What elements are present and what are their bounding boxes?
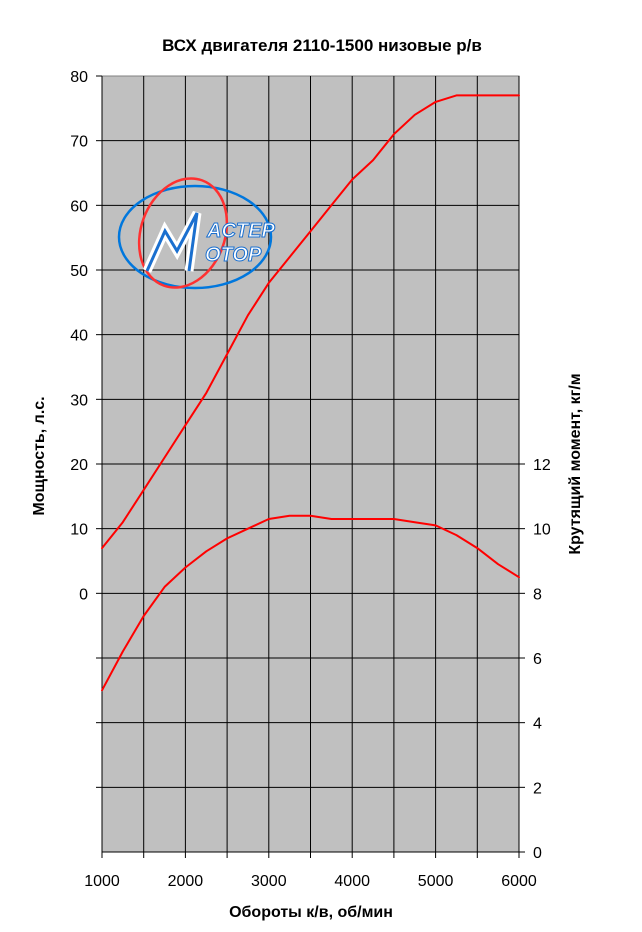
- tick-labels: 0 10 20 30 40 50 60 70 80 0 2 4 6 8 10 12 1000 2000 3000 40…: [70, 69, 551, 890]
- svg-text:OTOP: OTOP: [205, 244, 262, 266]
- x-tick-label: 6000: [501, 873, 537, 890]
- y-right-tick-label: 2: [533, 780, 542, 797]
- y-left-tick-label: 70: [70, 134, 88, 151]
- y-axis-right-title: Крутящий момент, кг/м: [567, 373, 584, 554]
- series-layer: [101, 94, 520, 692]
- x-axis-title: Обороты к/в, об/мин: [229, 904, 393, 921]
- y-left-tick-label: 10: [70, 522, 88, 539]
- y-right-tick-label: 10: [533, 522, 551, 539]
- master-motor-logo: ACTEP OTOP: [117, 177, 276, 290]
- svg-text:ACTEP: ACTEP: [206, 220, 275, 242]
- x-tick-label: 5000: [418, 873, 454, 890]
- x-tick-label: 2000: [168, 873, 204, 890]
- chart-title: ВСХ двигателя 2110-1500 низовые р/в: [162, 36, 482, 55]
- axes: [96, 75, 525, 858]
- y-left-tick-label: 40: [70, 328, 88, 345]
- y-left-tick-label: 80: [70, 69, 88, 86]
- x-tick-label: 4000: [334, 873, 370, 890]
- y-left-tick-label: 20: [70, 457, 88, 474]
- grid-lines: [102, 76, 519, 852]
- x-tick-label: 1000: [84, 873, 120, 890]
- y-axis-left-title: Мощность, л.с.: [31, 396, 48, 515]
- y-left-tick-label: 0: [79, 586, 88, 603]
- power-curve: [101, 94, 520, 550]
- y-left-tick-label: 60: [70, 198, 88, 215]
- y-right-tick-label: 4: [533, 716, 542, 733]
- y-right-tick-label: 8: [533, 586, 542, 603]
- torque-curve: [101, 514, 520, 692]
- y-left-tick-label: 50: [70, 263, 88, 280]
- y-right-tick-label: 0: [533, 845, 542, 862]
- x-tick-label: 3000: [251, 873, 287, 890]
- y-left-tick-label: 30: [70, 392, 88, 409]
- y-right-tick-label: 6: [533, 651, 542, 668]
- y-right-tick-label: 12: [533, 457, 551, 474]
